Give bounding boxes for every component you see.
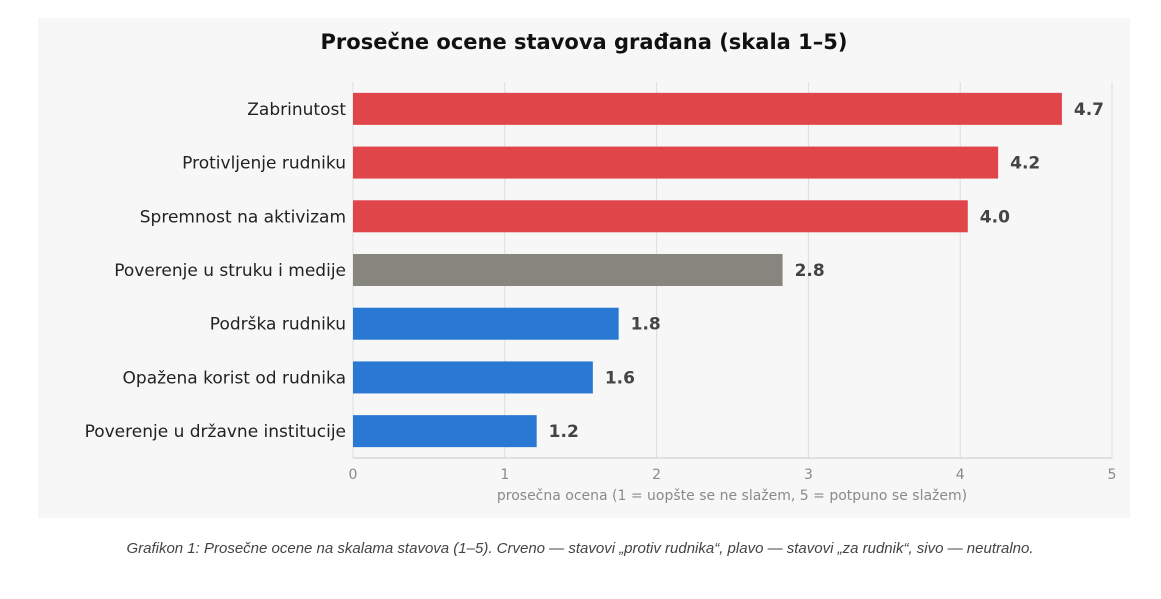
x-tick-label: 4	[956, 467, 965, 483]
category-label: Spremnost na aktivizam	[140, 207, 346, 227]
value-label: 1.2	[549, 422, 579, 442]
value-label: 1.6	[605, 368, 635, 388]
x-tick-label: 0	[349, 467, 358, 483]
x-tick-label: 5	[1108, 467, 1117, 483]
x-axis-title: prosečna ocena (1 = uopšte se ne slažem,…	[497, 488, 967, 504]
bar	[353, 200, 968, 233]
x-tick-label: 3	[804, 467, 813, 483]
bar	[353, 254, 783, 286]
category-label: Poverenje u struku i medije	[114, 261, 346, 281]
x-tick-label: 1	[500, 467, 509, 483]
bar	[353, 146, 999, 179]
value-label: 2.8	[795, 261, 825, 281]
category-label: Zabrinutost	[247, 100, 346, 120]
value-label: 4.2	[1010, 154, 1040, 174]
value-label: 4.0	[980, 207, 1010, 227]
bar-layer	[353, 92, 1062, 448]
category-label: Podrška rudniku	[210, 315, 346, 335]
bar	[353, 415, 537, 448]
value-label: 4.7	[1074, 100, 1104, 120]
label-layer: 0 1 2 3 4 5 Zabrinutost 4.7 Protivljenje rudniku…	[85, 100, 1117, 483]
bar	[353, 361, 593, 394]
category-label: Protivljenje rudniku	[182, 154, 346, 174]
x-tick-label: 2	[652, 467, 661, 483]
category-label: Poverenje u državne institucije	[85, 422, 346, 442]
value-label: 1.8	[631, 315, 661, 335]
category-label: Opažena korist od rudnika	[123, 368, 346, 388]
bar	[353, 92, 1062, 125]
bar	[353, 307, 619, 340]
figure-caption: Grafikon 1: Prosečne ocene na skalama st…	[126, 540, 1034, 557]
chart-title: Prosečne ocene stavova građana (skala 1–…	[320, 30, 848, 54]
